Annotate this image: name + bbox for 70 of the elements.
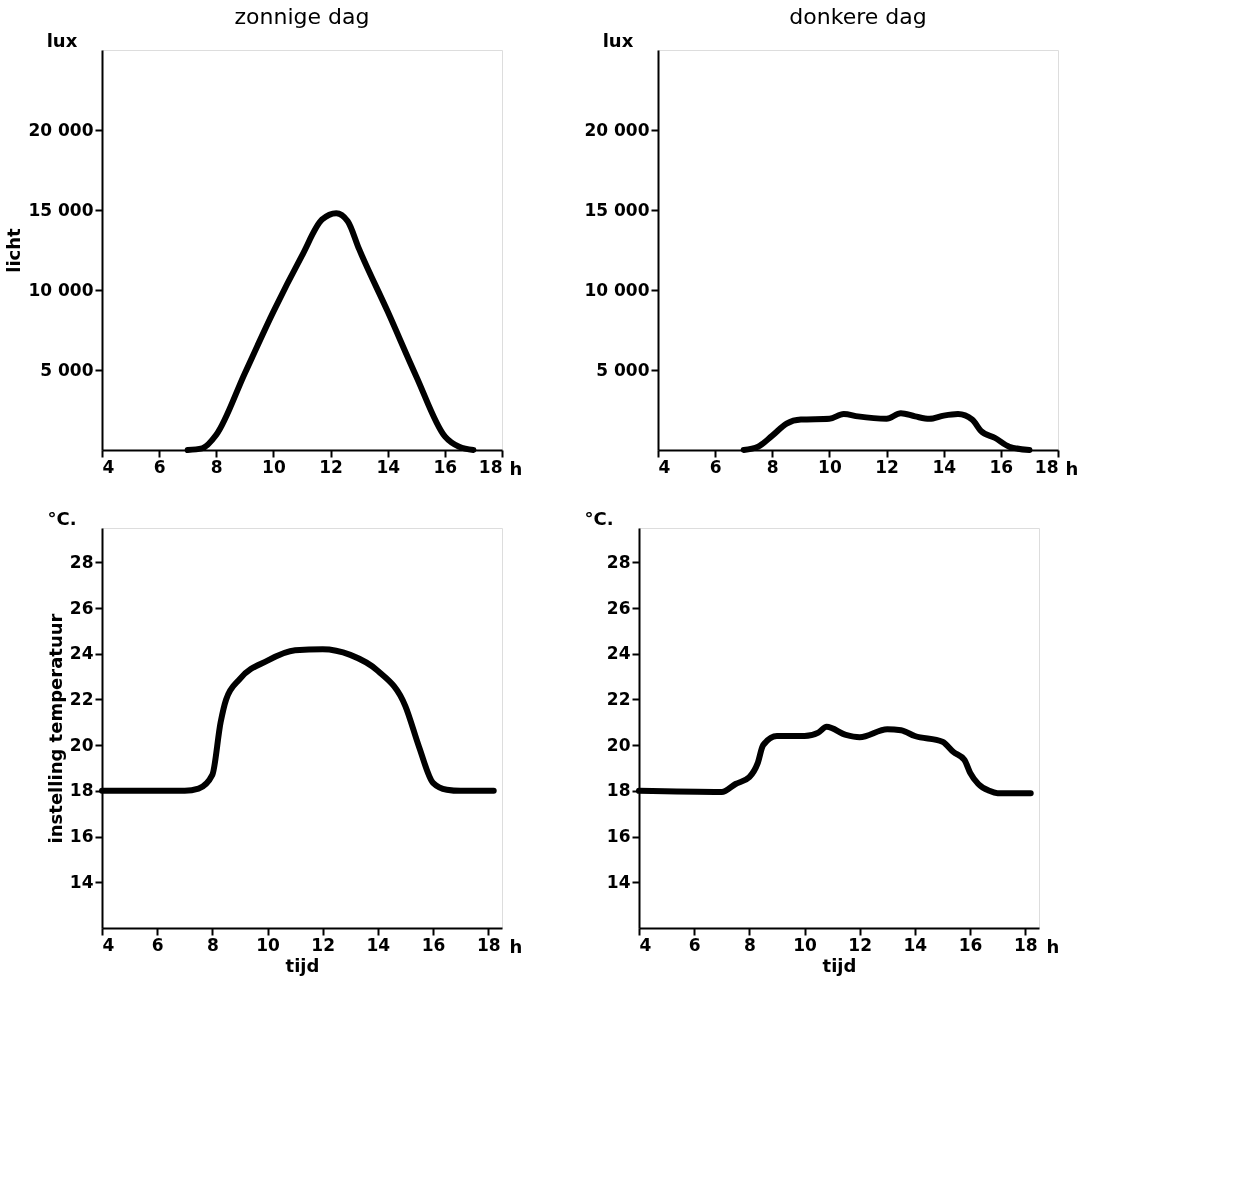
y-axis-title: licht xyxy=(3,227,25,273)
text: h xyxy=(509,936,523,957)
x-tick-label: 8 xyxy=(743,934,756,955)
x-tick-label: 10 xyxy=(818,456,842,477)
chart-title: donkere dag xyxy=(789,4,927,29)
text: lux xyxy=(602,30,634,51)
x-tick-label: 14 xyxy=(376,456,401,477)
x-tick-label: 4 xyxy=(639,934,652,955)
y-tick-label: 5 000 xyxy=(596,359,650,380)
y-tick-label: 28 xyxy=(606,551,631,572)
text: °C. xyxy=(584,508,614,529)
y-tick-label: 24 xyxy=(606,643,631,664)
y-tick-label: 24 xyxy=(69,643,94,664)
x-tick-label: 6 xyxy=(688,934,701,955)
x-tick-label: 18 xyxy=(478,456,503,477)
y-tick-label: 26 xyxy=(606,597,631,618)
x-tick-label: 6 xyxy=(153,456,166,477)
y-tick-label: 16 xyxy=(69,826,94,847)
x-tick-label: 12 xyxy=(311,934,336,955)
y-tick-label: 14 xyxy=(69,871,94,892)
x-tick-label: 16 xyxy=(989,456,1014,477)
x-tick-label: 6 xyxy=(151,934,164,955)
x-tick-label: 4 xyxy=(102,456,115,477)
y-tick-label: 18 xyxy=(69,780,94,801)
x-tick-label: 18 xyxy=(1013,934,1038,955)
y-tick-label: 20 xyxy=(69,734,94,755)
x-tick-label: 12 xyxy=(875,456,899,477)
text: h xyxy=(1046,936,1060,957)
text: °C. xyxy=(47,508,77,529)
x-tick-label: 6 xyxy=(709,456,722,477)
x-tick-label: 16 xyxy=(958,934,983,955)
x-tick-label: 14 xyxy=(903,934,928,955)
x-axis-title: tijd xyxy=(285,954,320,976)
x-tick-label: 12 xyxy=(848,934,873,955)
text: h xyxy=(1065,458,1079,479)
x-tick-label: 8 xyxy=(206,934,219,955)
x-tick-label: 4 xyxy=(658,456,671,477)
y-tick-label: 26 xyxy=(69,597,94,618)
y-tick-label: 20 000 xyxy=(28,119,94,140)
x-tick-label: 16 xyxy=(433,456,458,477)
y-tick-label: 14 xyxy=(606,871,631,892)
y-tick-label: 20 xyxy=(606,734,631,755)
x-tick-label: 12 xyxy=(319,456,343,477)
x-tick-label: 14 xyxy=(366,934,391,955)
y-axis-title: instelling temperatuur xyxy=(44,613,66,844)
y-tick-label: 18 xyxy=(606,780,631,801)
x-tick-label: 4 xyxy=(102,934,115,955)
y-tick-label: 20 000 xyxy=(584,119,650,140)
y-tick-label: 15 000 xyxy=(584,199,650,220)
y-tick-label: 16 xyxy=(606,826,631,847)
x-tick-label: 10 xyxy=(793,934,818,955)
y-tick-label: 5 000 xyxy=(40,359,94,380)
x-tick-label: 8 xyxy=(766,456,779,477)
x-tick-label: 10 xyxy=(256,934,281,955)
y-tick-label: 22 xyxy=(606,688,631,709)
x-tick-label: 10 xyxy=(262,456,286,477)
text: lux xyxy=(46,30,78,51)
y-tick-label: 10 000 xyxy=(28,279,94,300)
x-tick-label: 14 xyxy=(932,456,957,477)
y-tick-label: 22 xyxy=(69,688,94,709)
x-tick-label: 16 xyxy=(421,934,446,955)
chart-title: zonnige dag xyxy=(234,4,370,29)
y-tick-label: 28 xyxy=(69,551,94,572)
y-tick-label: 15 000 xyxy=(28,199,94,220)
x-axis-title: tijd xyxy=(822,954,857,976)
x-tick-label: 18 xyxy=(476,934,501,955)
x-tick-label: 18 xyxy=(1034,456,1059,477)
text: h xyxy=(509,458,523,479)
y-tick-label: 10 000 xyxy=(584,279,650,300)
x-tick-label: 8 xyxy=(210,456,223,477)
